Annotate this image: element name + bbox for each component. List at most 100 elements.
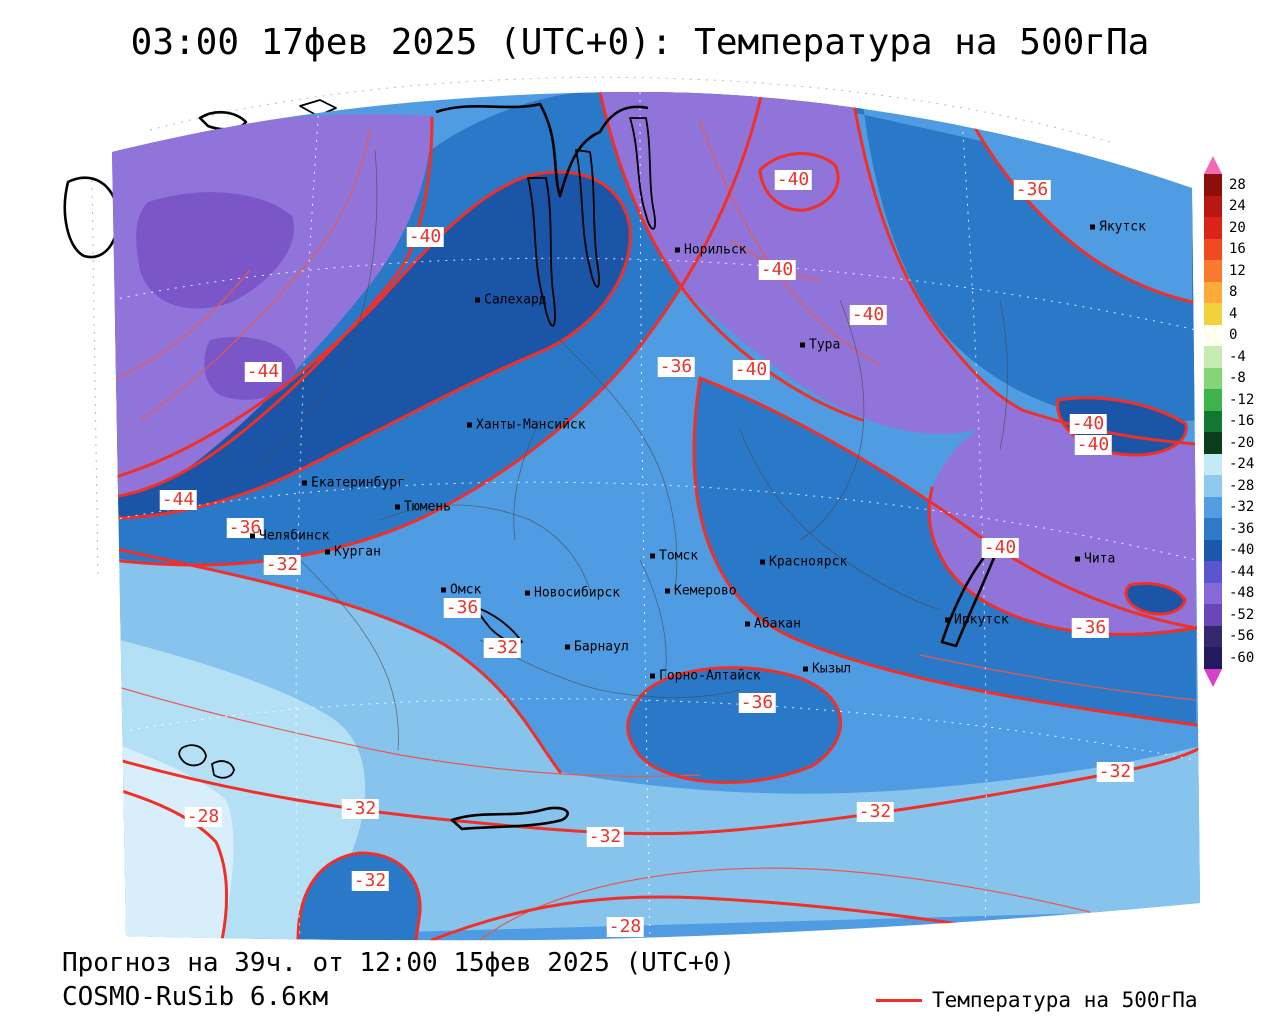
- city-dot-icon: [250, 533, 255, 539]
- colorbar-label: -40: [1229, 542, 1255, 559]
- city-dot-icon: [650, 553, 655, 559]
- graticule-inside: [112, 92, 1197, 941]
- model-info-line: COSMO-RuSib 6.6км: [62, 982, 329, 1012]
- colorbar-cell: [1204, 496, 1222, 518]
- city-label: Новосибирск: [534, 585, 621, 601]
- city-label: Красноярск: [769, 554, 848, 570]
- colorbar-row: -32: [1203, 496, 1279, 518]
- contour-label: -40: [406, 226, 444, 247]
- colorbar-cell: [1204, 324, 1222, 346]
- city-tomsk: Томск: [650, 549, 698, 564]
- colorbar-label: -32: [1229, 499, 1255, 516]
- city-gorno-altaysk: Горно-Алтайск: [650, 669, 761, 684]
- city-chelyabinsk: Челябинск: [250, 529, 329, 544]
- isotherm-28-bottom: [430, 895, 987, 941]
- region-purple-east: [929, 410, 1196, 634]
- forecast-info-line: Прогноз на 39ч. от 12:00 15фев 2025 (UTC…: [62, 948, 736, 978]
- colorbar-cell: [1204, 260, 1222, 282]
- region-dark-bottom-tongue: [298, 853, 421, 940]
- colorbar-cell: [1204, 453, 1222, 475]
- temperature-field: [112, 92, 1200, 941]
- city-yakutsk: Якутск: [1090, 220, 1146, 235]
- city-norilsk: Норильск: [675, 243, 747, 258]
- city-dot-icon: [525, 590, 530, 596]
- ob-gulf: [527, 177, 556, 327]
- city-kemerovo: Кемерово: [665, 584, 737, 599]
- legend: Температура на 500гПа: [876, 988, 1198, 1012]
- island-outline: [198, 110, 248, 131]
- contour-label: -40: [758, 259, 796, 280]
- city-ekaterinburg: Екатеринбург: [302, 476, 405, 491]
- colorbar-cell: [1204, 582, 1222, 604]
- colorbar-row: -4: [1203, 346, 1279, 368]
- city-dot-icon: [565, 644, 570, 650]
- colorbar-cell: [1204, 647, 1222, 669]
- colorbar-label: 16: [1229, 241, 1246, 258]
- colorbar-label: -56: [1229, 628, 1255, 645]
- contour-label: -28: [184, 806, 222, 827]
- legend-label: Температура на 500гПа: [932, 988, 1198, 1012]
- colorbar-cell: [1204, 625, 1222, 647]
- colorbar-label: -48: [1229, 585, 1255, 602]
- city-label: Екатеринбург: [311, 475, 405, 491]
- colorbar-cell: [1204, 475, 1222, 497]
- city-chita: Чита: [1075, 552, 1115, 567]
- isotherm-32-bottom-tongue: [296, 851, 422, 941]
- colorbar-row: -60: [1203, 647, 1279, 669]
- city-label: Кызыл: [812, 661, 852, 677]
- colorbar-cell: [1204, 346, 1222, 368]
- colorbar-label: -8: [1229, 370, 1246, 387]
- city-label: Норильск: [684, 242, 747, 258]
- city-dot-icon: [745, 621, 750, 627]
- isotherm-40-ring-a: [1056, 396, 1188, 457]
- isotherm-40-ring-c: [758, 152, 840, 212]
- colorbar-label: 8: [1229, 284, 1238, 301]
- region-light-south: [112, 548, 1200, 940]
- colorbar-row: -40: [1203, 539, 1279, 561]
- colorbar-row: -28: [1203, 475, 1279, 497]
- city-krasnoyarsk: Красноярск: [760, 555, 847, 570]
- city-label: Ханты-Мансийск: [476, 417, 586, 433]
- colorbar-row: 0: [1203, 324, 1279, 346]
- city-label: Горно-Алтайск: [659, 668, 761, 684]
- colorbar-row: 28: [1203, 174, 1279, 196]
- colorbar-label: 28: [1229, 176, 1246, 193]
- colorbar-label: -52: [1229, 606, 1255, 623]
- city-dot-icon: [760, 559, 765, 565]
- region-purple-core-a: [136, 192, 294, 309]
- isotherm-40-ring-b: [1124, 582, 1187, 616]
- city-dot-icon: [650, 673, 655, 679]
- legend-line-icon: [876, 998, 922, 1002]
- colorbar-label: -28: [1229, 477, 1255, 494]
- colorbar-cell: [1204, 518, 1222, 540]
- lake-sw-b: [211, 760, 235, 779]
- colorbar-label: -20: [1229, 434, 1255, 451]
- peninsula-outline: [63, 176, 120, 259]
- city-kurgan: Курган: [325, 545, 381, 560]
- contour-label: -28: [606, 916, 644, 937]
- colorbar-row: 4: [1203, 303, 1279, 325]
- isotherm-36-east-band: [692, 376, 1198, 727]
- colorbar-cell: [1204, 367, 1222, 389]
- city-label: Барнаул: [574, 639, 629, 655]
- city-dot-icon: [475, 297, 480, 303]
- city-irkutsk: Иркутск: [945, 613, 1009, 628]
- isotherm-28-sw: [112, 786, 229, 941]
- colorbar-row: 24: [1203, 195, 1279, 217]
- city-tyumen: Тюмень: [395, 500, 451, 515]
- colorbar-cell: [1204, 561, 1222, 583]
- contour-label: -36: [657, 356, 695, 377]
- isotherm-44: [112, 116, 434, 499]
- colorbar-cell: [1204, 410, 1222, 432]
- colorbar-label: -16: [1229, 413, 1255, 430]
- contour-label: -40: [981, 537, 1019, 558]
- colorbar-label: 4: [1229, 305, 1238, 322]
- colorbar-row: -52: [1203, 604, 1279, 626]
- colorbar-row: -48: [1203, 582, 1279, 604]
- city-tura: Тура: [800, 338, 840, 353]
- contour-label: -44: [244, 361, 282, 382]
- city-dot-icon: [675, 247, 680, 253]
- colorbar-cell: [1204, 432, 1222, 454]
- page-title: 03:00 17фев 2025 (UTC+0): Температура на…: [130, 22, 1150, 63]
- colorbar: 28 24 20 16 12 8 4 0 -4 -8 -12 -16 -20 -…: [1203, 156, 1279, 687]
